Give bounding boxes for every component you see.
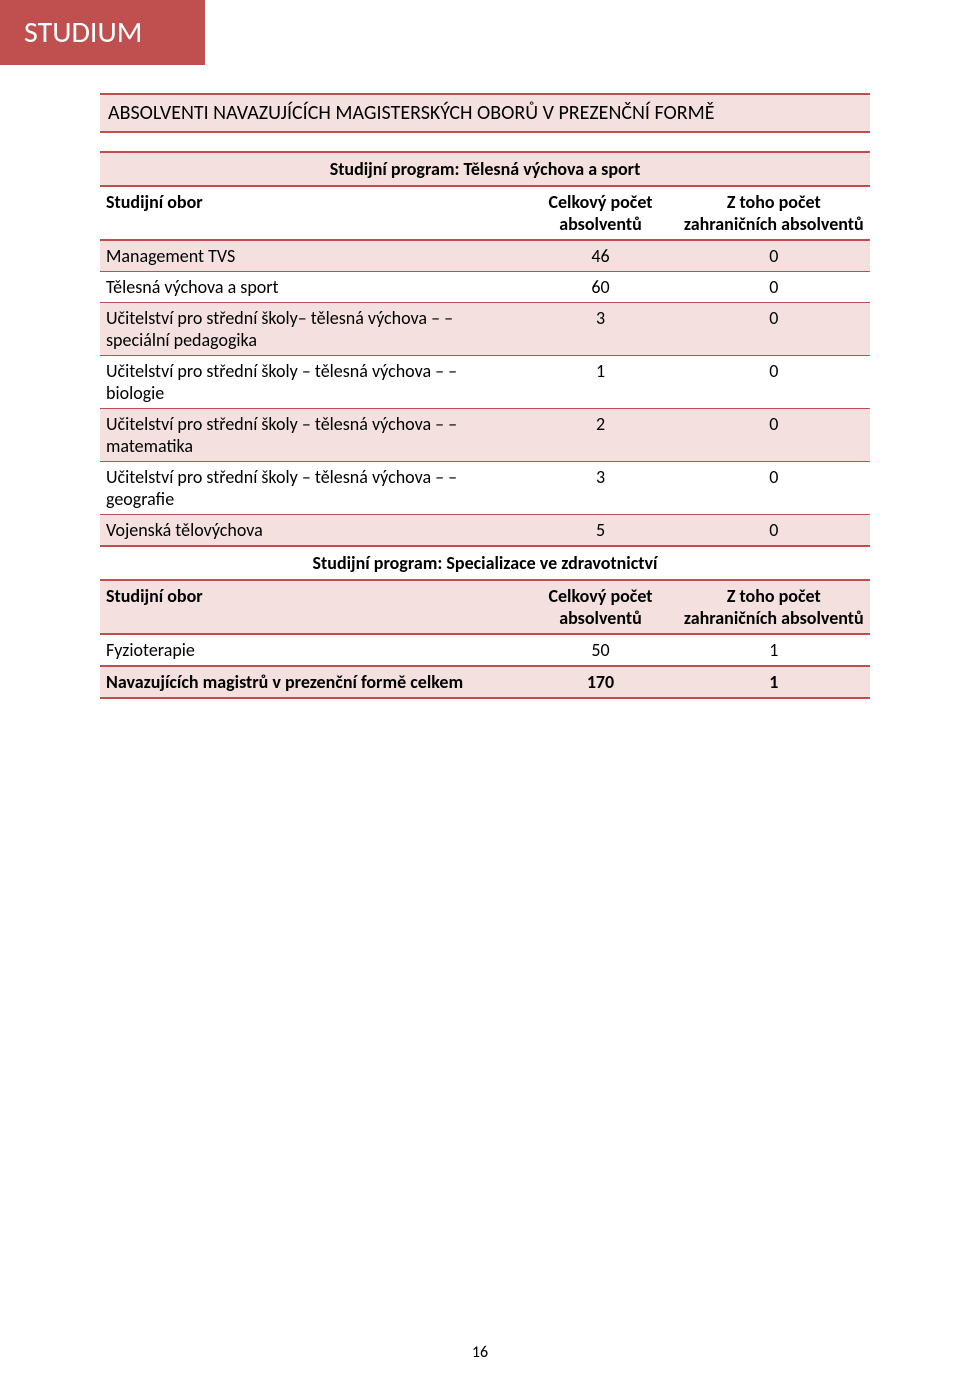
table-cell: 50 bbox=[524, 634, 678, 666]
table-cell: Učitelství pro střední školy – tělesná v… bbox=[100, 409, 524, 462]
page-number: 16 bbox=[0, 1343, 960, 1362]
table-cell: Učitelství pro střední školy – tělesná v… bbox=[100, 356, 524, 409]
total-label: Navazujících magistrů v prezenční formě … bbox=[100, 666, 524, 698]
table-cell: 0 bbox=[678, 462, 871, 515]
table-cell: 2 bbox=[524, 409, 678, 462]
col-header-celkovy: Celkový počet absolventů bbox=[524, 186, 678, 240]
col-header-celkovy: Celkový počet absolventů bbox=[524, 580, 678, 634]
table-cell: 3 bbox=[524, 303, 678, 356]
col-header-obor: Studijní obor bbox=[100, 186, 524, 240]
table-cell: 46 bbox=[524, 240, 678, 272]
section-title: ABSOLVENTI NAVAZUJÍCÍCH MAGISTERSKÝCH OB… bbox=[100, 95, 870, 131]
table-cell: 0 bbox=[678, 409, 871, 462]
table-cell: Fyzioterapie bbox=[100, 634, 524, 666]
table-cell: 60 bbox=[524, 272, 678, 303]
table-cell: Management TVS bbox=[100, 240, 524, 272]
table-cell: 0 bbox=[678, 240, 871, 272]
table-cell: 0 bbox=[678, 515, 871, 547]
table-cell: Vojenská tělovýchova bbox=[100, 515, 524, 547]
total-c3: 1 bbox=[678, 666, 871, 698]
table-cell: 0 bbox=[678, 272, 871, 303]
graduates-table: Studijní program: Tělesná výchova a spor… bbox=[100, 151, 870, 699]
table-cell: 1 bbox=[678, 634, 871, 666]
table-cell: 5 bbox=[524, 515, 678, 547]
table-cell: 3 bbox=[524, 462, 678, 515]
page-tab: STUDIUM bbox=[0, 0, 205, 65]
table-cell: 1 bbox=[524, 356, 678, 409]
table-cell: Tělesná výchova a sport bbox=[100, 272, 524, 303]
program2-title: Studijní program: Specializace ve zdravo… bbox=[100, 546, 870, 580]
table-cell: Učitelství pro střední školy – tělesná v… bbox=[100, 462, 524, 515]
table-cell: 0 bbox=[678, 303, 871, 356]
total-c2: 170 bbox=[524, 666, 678, 698]
col-header-zahranicni: Z toho počet zahraničních absolventů bbox=[678, 580, 871, 634]
table-cell: Učitelství pro střední školy– tělesná vý… bbox=[100, 303, 524, 356]
col-header-zahranicni: Z toho počet zahraničních absolventů bbox=[678, 186, 871, 240]
col-header-obor: Studijní obor bbox=[100, 580, 524, 634]
table-cell: 0 bbox=[678, 356, 871, 409]
program1-title: Studijní program: Tělesná výchova a spor… bbox=[100, 152, 870, 186]
